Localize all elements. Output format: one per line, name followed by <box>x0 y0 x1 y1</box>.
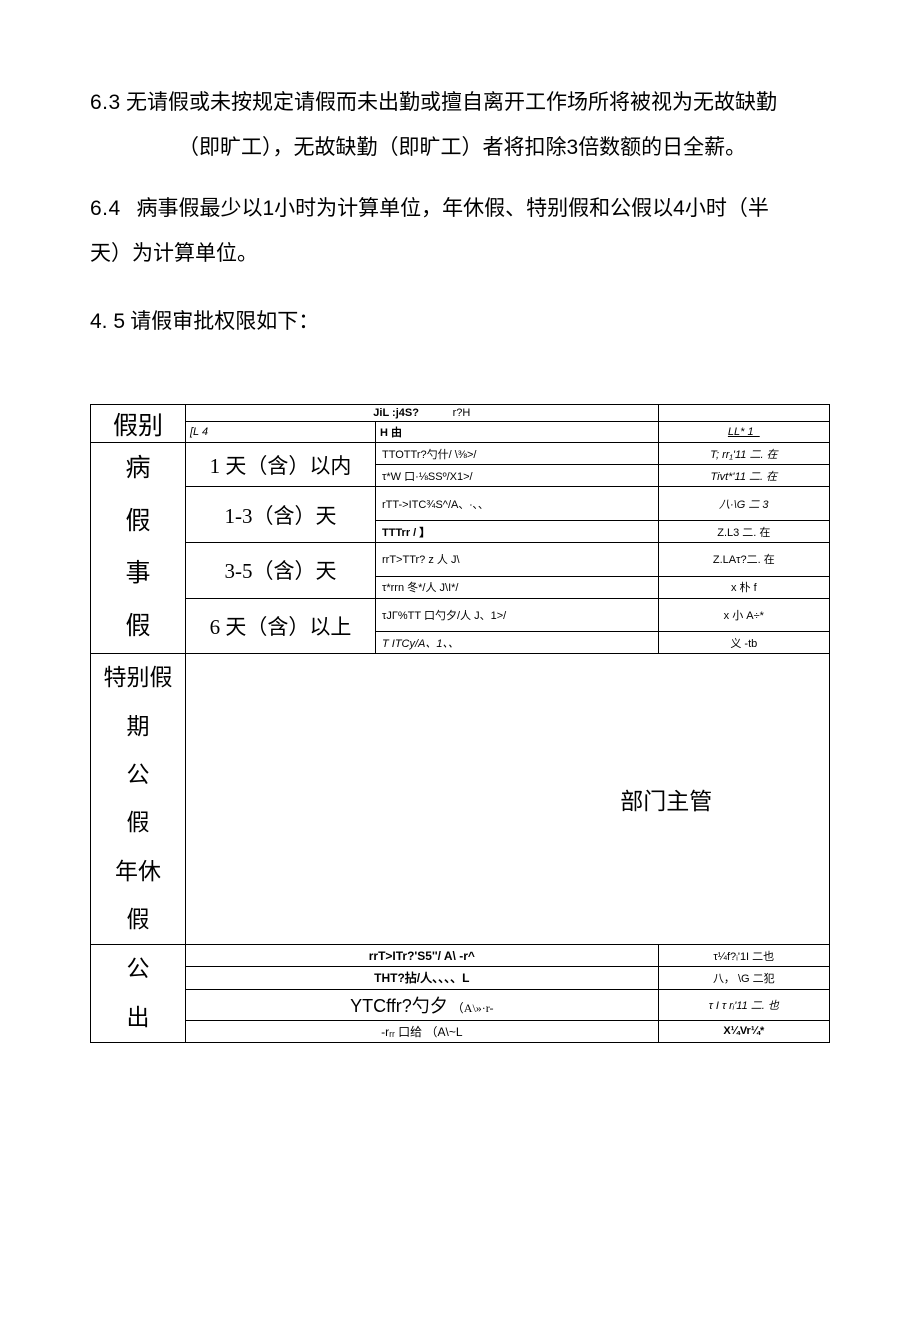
cat2-right-txt: 部门主管 <box>620 789 712 814</box>
approval-table: 假别 JiL :j4S? r?H [L 4 H 由 LL* 1_ 病 <box>90 404 830 1042</box>
days-1: 1 天（含）以内 <box>186 443 376 487</box>
cat3-mid-3: -rᵣᵣ 口给 （A\~L <box>186 1020 659 1042</box>
paragraph-6-4: 6.4 病事假最少以1小时为计算单位，年休假、特别假和公假以4小时（半 天）为计… <box>90 186 830 275</box>
table-row: 3-5（含）天 rrT>TTr? z 人 J\ Z.LAτ?二. 在 <box>91 543 830 577</box>
cat2-l0: 特别假 <box>91 654 185 702</box>
hdr-top-right-txt: r?H <box>453 407 471 419</box>
p63-line2: （即旷工），无故缺勤（即旷工）者将扣除3倍数额的日全薪。 <box>90 125 830 170</box>
right-3-1: 义 -tb <box>658 632 829 654</box>
cat2-l2: 公 <box>91 751 185 799</box>
right-0-0: T; rr₁'11 二. 在 <box>658 443 829 465</box>
hdr-b-txt: [L 4 <box>190 426 208 438</box>
cat3-mid-0: rrT>ITr?'S5''/ A\ -r^ <box>186 945 659 967</box>
cat3-mid-2-sub: （A\»·r- <box>452 1001 494 1015</box>
right-0-1: Tivt*'11 二. 在 <box>658 465 829 487</box>
right-2-0: Z.LAτ?二. 在 <box>658 543 829 577</box>
p45-num: 4. 5 <box>90 310 125 333</box>
table-row-cat2: 特别假 期 公 假 年休 假 部门主管 <box>91 654 830 945</box>
mid-1-0: rTT->ITC¾S^/A、∙、、 <box>376 487 659 521</box>
p63-l2b: 倍数额的日全薪。 <box>578 135 746 159</box>
p64-line2: 天）为计算单位。 <box>90 231 830 275</box>
mid-0-0: TTOTTr?勺什/ \⅜>/ <box>376 443 659 465</box>
days-2: 1-3（含）天 <box>186 487 376 543</box>
cat3-mid-3-txt: -rᵣᵣ 口给 （A\~L <box>381 1025 462 1039</box>
mid-3-1: T ITCy/A、1、、 <box>376 632 659 654</box>
p63-line1: 6.3 无请假或未按规定请假而未出勤或擅自离开工作场所将被视为无故缺勤 <box>90 80 830 125</box>
p64-one: 1 <box>262 197 274 220</box>
days-4: 6 天（含）以上 <box>186 598 376 654</box>
table-row: 1-3（含）天 rTT->ITC¾S^/A、∙、、 八·\G 二 3 <box>91 487 830 521</box>
cat1-l0: 病 <box>91 443 185 496</box>
p64-l1a: 病事假最少以 <box>136 196 262 220</box>
mid-2-1: τ*rrn 冬*/人 J\I*/ <box>376 576 659 598</box>
cat2-l5: 假 <box>91 896 185 944</box>
days-3: 3-5（含）天 <box>186 543 376 599</box>
p64-l1c: 小时（半 <box>685 196 769 220</box>
right-2-1: x 朴 f <box>658 576 829 598</box>
table-row: THT?拈/人、、、、L 八， \G 二犯 <box>91 967 830 989</box>
table-header-row-2: [L 4 H 由 LL* 1_ <box>91 422 830 443</box>
p63-num: 6.3 <box>90 91 121 114</box>
table-row: -rᵣᵣ 口给 （A\~L X¼Vr¼* <box>91 1020 830 1042</box>
hdr-c-txt: H 由 <box>380 427 402 439</box>
paragraph-6-3: 6.3 无请假或未按规定请假而未出勤或擅自离开工作场所将被视为无故缺勤 （即旷工… <box>90 80 830 170</box>
cat2-l4: 年休 <box>91 848 185 896</box>
mid-0-1: τ*W 口·⅛SSº/X1>/ <box>376 465 659 487</box>
table-row: 公 出 rrT>ITr?'S5''/ A\ -r^ τ¼f?ᵢ'1I 二也 <box>91 945 830 967</box>
cat3-l1: 出 <box>91 994 185 1042</box>
p64-num: 6.4 <box>90 197 121 220</box>
cat3-mid-1: THT?拈/人、、、、L <box>186 967 659 989</box>
hdr-top-right-empty <box>658 405 829 422</box>
table: 假别 JiL :j4S? r?H [L 4 H 由 LL* 1_ 病 <box>90 404 830 1042</box>
hdr-top-mid-txt: JiL :j4S? <box>373 407 419 419</box>
cat3-mid-2-main: YTCffr?勺夕 <box>350 996 448 1016</box>
mid-1-1: TTTrr / 】 <box>376 521 659 543</box>
cat3-right-3: X¼Vr¼* <box>658 1020 829 1042</box>
cat3-cell: 公 出 <box>91 945 186 1043</box>
cat3-mid-0-txt: rrT>ITr?'S5''/ A\ -r^ <box>369 949 475 963</box>
cat3-l0: 公 <box>91 945 185 993</box>
table-row: YTCffr?勺夕 （A\»·r- τ I τ rᵢ'11 二. 也 <box>91 989 830 1020</box>
hdr-c: H 由 <box>376 422 659 443</box>
p63-three: 3 <box>567 136 579 159</box>
mid-2-0: rrT>TTr? z 人 J\ <box>376 543 659 577</box>
p45-line: 4. 5 请假审批权限如下： <box>90 299 830 344</box>
cat2-right: 部门主管 <box>186 654 830 945</box>
cat3-mid-1-txt: THT?拈/人、、、、L <box>374 971 469 985</box>
p64-l2: 天）为计算单位。 <box>90 241 258 265</box>
hdr-d: LL* 1_ <box>658 422 829 443</box>
cat1-l3: 假 <box>91 601 185 654</box>
mid-3-0: τJΓ%TT 口勺夕/人 J、1>/ <box>376 598 659 632</box>
hdr-b: [L 4 <box>186 422 376 443</box>
hdr-top-mid: JiL :j4S? r?H <box>186 405 659 422</box>
cat2-cell: 特别假 期 公 假 年休 假 <box>91 654 186 945</box>
p45-txt: 请假审批权限如下： <box>130 309 319 333</box>
p63-l1: 无请假或未按规定请假而未出勤或擅自离开工作场所将被视为无故缺勤 <box>126 90 777 114</box>
cat1-l1: 假 <box>91 496 185 549</box>
table-row: 6 天（含）以上 τJΓ%TT 口勺夕/人 J、1>/ x 小 A÷* <box>91 598 830 632</box>
right-1-1: Z.L3 二. 在 <box>658 521 829 543</box>
table-row: 病 假 事 假 1 天（含）以内 TTOTTr?勺什/ \⅜>/ T; rr₁'… <box>91 443 830 465</box>
cat3-mid-2: YTCffr?勺夕 （A\»·r- <box>186 989 659 1020</box>
right-3-0: x 小 A÷* <box>658 598 829 632</box>
cat2-l3: 假 <box>91 799 185 847</box>
cat3-right-1: 八， \G 二犯 <box>658 967 829 989</box>
p64-l1b: 小时为计算单位，年休假、特别假和公假以 <box>274 196 673 220</box>
table-header-row-1: 假别 JiL :j4S? r?H <box>91 405 830 422</box>
cat3-right-0: τ¼f?ᵢ'1I 二也 <box>658 945 829 967</box>
hdr-d-txt: LL* 1_ <box>728 426 760 438</box>
cat2-l1: 期 <box>91 703 185 751</box>
cat3-right-2: τ I τ rᵢ'11 二. 也 <box>658 989 829 1020</box>
hdr-cat: 假别 <box>91 405 186 443</box>
p64-line1: 6.4 病事假最少以1小时为计算单位，年休假、特别假和公假以4小时（半 <box>90 186 830 231</box>
cat1-l2: 事 <box>91 548 185 601</box>
cat1-cell: 病 假 事 假 <box>91 443 186 654</box>
hdr-cat-label: 假别 <box>113 413 163 440</box>
p63-l2: （即旷工），无故缺勤（即旷工）者将扣除 <box>178 135 567 159</box>
paragraph-4-5: 4. 5 请假审批权限如下： <box>90 299 830 344</box>
right-1-0: 八·\G 二 3 <box>658 487 829 521</box>
p64-four: 4 <box>673 197 685 220</box>
